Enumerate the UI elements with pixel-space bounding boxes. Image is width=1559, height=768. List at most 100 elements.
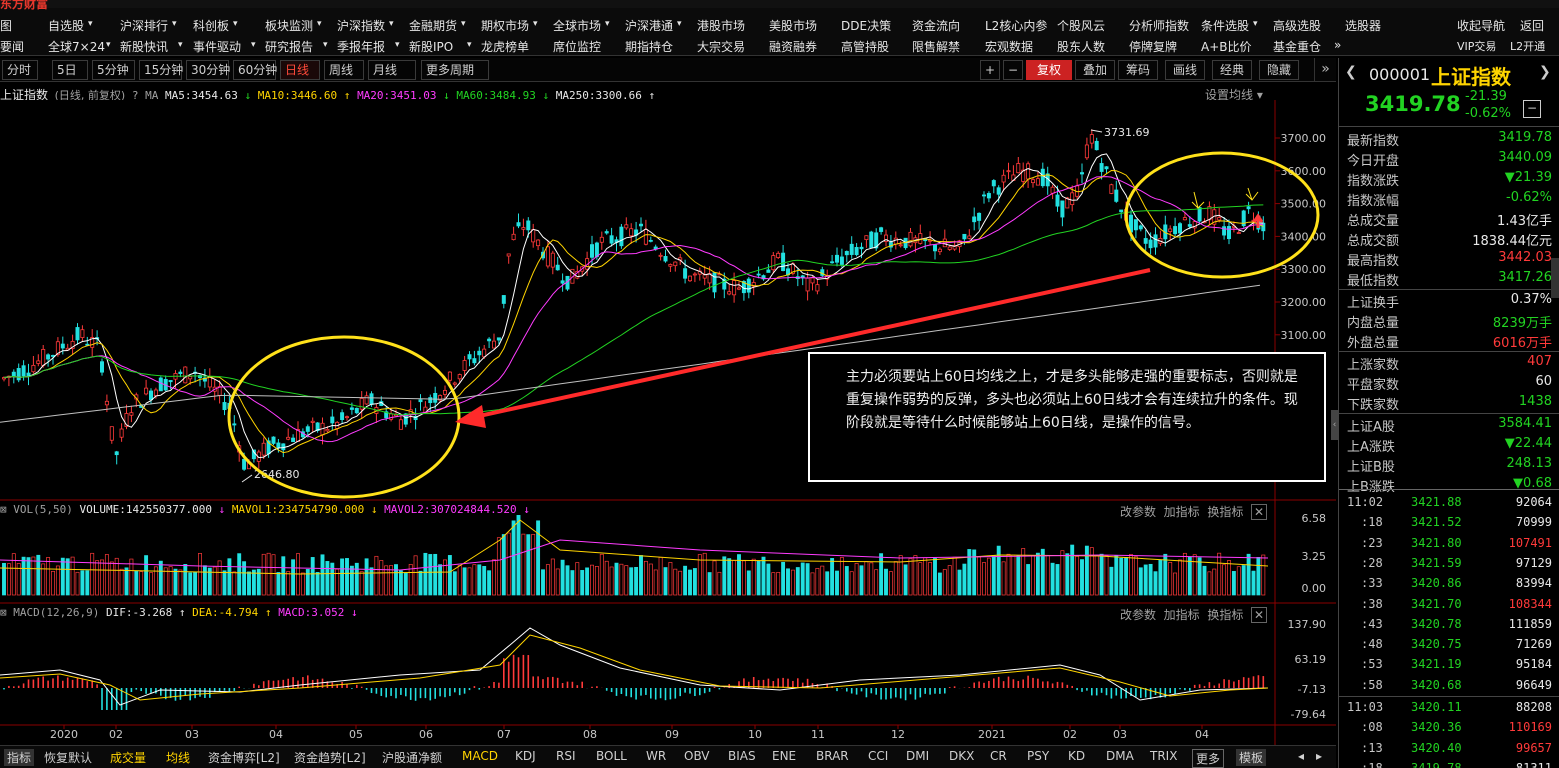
- menu-item-2[interactable]: 科创板: [193, 19, 230, 33]
- indicator-tab-8[interactable]: KDJ: [515, 749, 536, 763]
- menu2-item-12[interactable]: 高管持股: [841, 40, 890, 54]
- period-tab-4[interactable]: 30分钟: [186, 60, 230, 80]
- minimize-icon[interactable]: −: [1523, 100, 1541, 118]
- menu2-item-1[interactable]: 全球7×24: [48, 40, 105, 54]
- indicator-tab-21[interactable]: KD: [1068, 749, 1086, 763]
- menu2-item-16[interactable]: 停牌复牌: [1129, 40, 1178, 54]
- indicator-tab-0[interactable]: 指标: [4, 749, 35, 766]
- menu-item-7[interactable]: 全球市场: [553, 19, 602, 33]
- chart-tool-6[interactable]: 经典: [1212, 60, 1252, 80]
- menu2-item-14[interactable]: 宏观数据: [985, 40, 1034, 54]
- menu-item-13[interactable]: L2核心内参: [985, 19, 1048, 33]
- vol-toggle-icon[interactable]: ⊠: [0, 503, 14, 516]
- menu-item-14[interactable]: 个股风云: [1057, 19, 1106, 33]
- menu-item-12[interactable]: 资金流向: [912, 19, 961, 33]
- indicator-tab-10[interactable]: BOLL: [596, 749, 627, 763]
- menu2-item-5[interactable]: 季报年报: [337, 40, 386, 54]
- menu2-item-19[interactable]: VIP交易: [1457, 40, 1497, 53]
- period-tab-2[interactable]: 5分钟: [92, 60, 135, 80]
- period-tab-5[interactable]: 60分钟: [233, 60, 277, 80]
- close-icon[interactable]: ✕: [1250, 607, 1268, 623]
- menu-item-16[interactable]: 条件选股: [1201, 19, 1250, 33]
- period-tab-7[interactable]: 周线: [324, 60, 364, 80]
- macd-add-indicator[interactable]: 加指标: [1163, 608, 1200, 622]
- scroll-right-icon[interactable]: ▸: [1316, 749, 1323, 763]
- indicator-tab-7[interactable]: MACD: [462, 749, 498, 763]
- vol-modify-params[interactable]: 改参数: [1120, 505, 1157, 519]
- macd-switch-indicator[interactable]: 换指标: [1207, 608, 1244, 622]
- indicator-tab-18[interactable]: DKX: [949, 749, 975, 763]
- menu-item-4[interactable]: 沪深指数: [337, 19, 386, 33]
- menu-item-0[interactable]: 自选股: [48, 19, 85, 33]
- indicator-tab-20[interactable]: PSY: [1027, 749, 1050, 763]
- chart-tool-5[interactable]: 画线: [1165, 60, 1205, 80]
- chart-tool-3[interactable]: 叠加: [1075, 60, 1115, 80]
- indicator-tab-23[interactable]: TRIX: [1150, 749, 1178, 763]
- menu-item-15[interactable]: 分析师指数: [1129, 19, 1190, 33]
- indicator-tab-2[interactable]: 成交量: [110, 751, 147, 765]
- close-icon[interactable]: ✕: [1250, 504, 1268, 520]
- menu2-item-9[interactable]: 期指持仓: [625, 40, 674, 54]
- macd-modify-params[interactable]: 改参数: [1120, 608, 1157, 622]
- menu-item-11[interactable]: DDE决策: [841, 19, 892, 33]
- period-tab-3[interactable]: 15分钟: [139, 60, 183, 80]
- menu-item-9[interactable]: 港股市场: [697, 19, 746, 33]
- indicator-tab-19[interactable]: CR: [990, 749, 1007, 763]
- more-menu-icon[interactable]: »: [1334, 38, 1342, 52]
- chart-tool-1[interactable]: −: [1003, 60, 1023, 80]
- menu2-item-2[interactable]: 新股快讯: [120, 40, 169, 54]
- chart-tool-7[interactable]: 隐藏: [1259, 60, 1299, 80]
- menu2-item-0[interactable]: 要闻: [0, 40, 25, 54]
- indicator-tab-25[interactable]: 模板: [1236, 749, 1267, 766]
- scrollbar-thumb[interactable]: [1551, 258, 1559, 298]
- period-tab-1[interactable]: 5日: [52, 60, 88, 80]
- menu-item-1[interactable]: 沪深排行: [120, 19, 169, 33]
- menu2-item-15[interactable]: 股东人数: [1057, 40, 1106, 54]
- next-arrow-icon[interactable]: ❯: [1539, 64, 1551, 80]
- chart-tool-2[interactable]: 复权: [1026, 60, 1072, 80]
- menu-item-18[interactable]: 选股器: [1345, 19, 1382, 33]
- indicator-tab-22[interactable]: DMA: [1106, 749, 1134, 763]
- collapse-arrow-icon[interactable]: »: [1314, 58, 1336, 82]
- menu-item-5[interactable]: 金融期货: [409, 19, 458, 33]
- macd-toggle-icon[interactable]: ⊠: [0, 606, 14, 619]
- ma-toggle-icon[interactable]: ?: [131, 89, 139, 102]
- indicator-tab-24[interactable]: 更多: [1192, 749, 1225, 768]
- menu-item-6[interactable]: 期权市场: [481, 19, 530, 33]
- menu-item-3[interactable]: 板块监测: [265, 19, 314, 33]
- vol-add-indicator[interactable]: 加指标: [1163, 505, 1200, 519]
- menu2-item-8[interactable]: 席位监控: [553, 40, 602, 54]
- menu2-item-10[interactable]: 大宗交易: [697, 40, 746, 54]
- chart-tool-4[interactable]: 筹码: [1118, 60, 1158, 80]
- menu-item-17[interactable]: 高级选股: [1273, 19, 1322, 33]
- menu-item-8[interactable]: 沪深港通: [625, 19, 674, 33]
- period-tab-8[interactable]: 月线: [368, 60, 416, 80]
- period-tab-9[interactable]: 更多周期: [421, 60, 489, 80]
- indicator-tab-6[interactable]: 沪股通净额: [382, 751, 443, 765]
- indicator-tab-9[interactable]: RSI: [556, 749, 576, 763]
- indicator-tab-3[interactable]: 均线: [166, 751, 191, 765]
- menu2-item-7[interactable]: 龙虎榜单: [481, 40, 530, 54]
- menu2-item-6[interactable]: 新股IPO: [409, 40, 454, 54]
- indicator-tab-17[interactable]: DMI: [906, 749, 930, 763]
- indicator-tab-1[interactable]: 恢复默认: [44, 751, 93, 765]
- indicator-tab-4[interactable]: 资金博弈[L2]: [208, 751, 280, 765]
- indicator-tab-13[interactable]: BIAS: [728, 749, 756, 763]
- scroll-left-icon[interactable]: ◂: [1298, 749, 1305, 763]
- menu2-item-11[interactable]: 融资融券: [769, 40, 818, 54]
- chart-tool-0[interactable]: +: [980, 60, 1000, 80]
- menu-item-10[interactable]: 美股市场: [769, 19, 818, 33]
- prev-arrow-icon[interactable]: ❮: [1345, 64, 1357, 80]
- menu2-item-20[interactable]: L2开通: [1510, 40, 1546, 53]
- indicator-tab-14[interactable]: ENE: [772, 749, 797, 763]
- panel-toggle-icon[interactable]: ‹: [1331, 410, 1338, 440]
- kline-chart[interactable]: 3700.00 3600.00 3500.00 3400.00 3300.00 3200.…: [0, 100, 1336, 745]
- menu-item-19[interactable]: 收起导航: [1457, 19, 1506, 33]
- indicator-tab-16[interactable]: CCI: [868, 749, 889, 763]
- menu2-item-3[interactable]: 事件驱动: [193, 40, 242, 54]
- period-tab-0[interactable]: 分时: [2, 60, 38, 80]
- ma-settings-link[interactable]: 设置均线 ▾: [1205, 88, 1263, 102]
- indicator-tab-11[interactable]: WR: [646, 749, 667, 763]
- vol-switch-indicator[interactable]: 换指标: [1207, 505, 1244, 519]
- indicator-tab-5[interactable]: 资金趋势[L2]: [294, 751, 366, 765]
